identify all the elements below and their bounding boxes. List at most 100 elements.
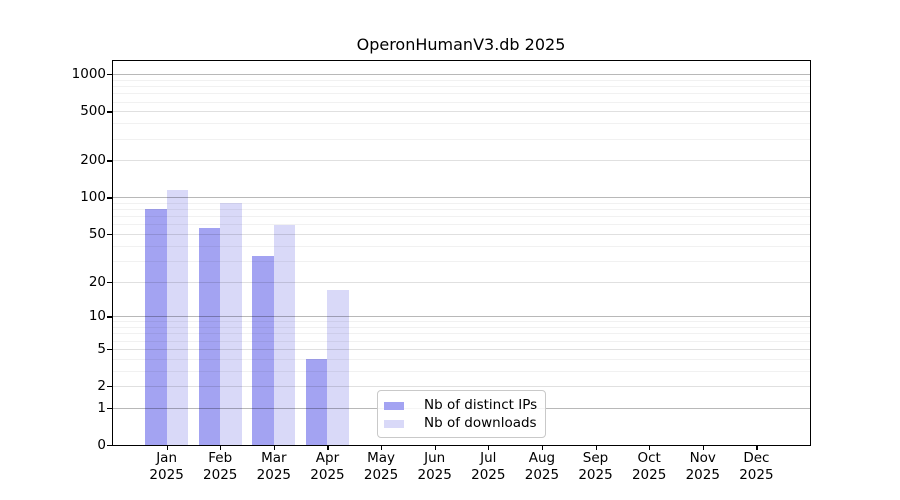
x-tick-mark-apr — [327, 446, 329, 450]
y-tick-mark-1 — [107, 407, 112, 409]
x-tick-label-oct: Oct 2025 — [619, 450, 679, 483]
x-tick-year-nov: 2025 — [685, 466, 720, 483]
x-tick-year-feb: 2025 — [203, 466, 238, 483]
x-tick-year-mar: 2025 — [256, 466, 292, 483]
legend-item-downloads: Nb of downloads — [384, 415, 537, 432]
y-tick-label-1000: 1000 — [71, 66, 106, 83]
gridline-minor-90 — [113, 202, 810, 204]
gridline-200 — [113, 160, 810, 162]
gridline-500 — [113, 111, 810, 113]
x-tick-mark-jun — [434, 446, 436, 450]
y-tick-mark-50 — [107, 233, 112, 236]
bar-ips-apr — [305, 358, 328, 445]
x-tick-label-sep: Sep 2025 — [566, 450, 626, 483]
x-tick-label-jan: Jan 2025 — [137, 450, 197, 483]
x-tick-month-jul: Jul — [480, 450, 497, 466]
x-tick-month-apr: Apr — [315, 450, 340, 466]
gridline-minor-30 — [113, 260, 810, 262]
gridline-10 — [113, 316, 810, 318]
x-tick-label-dec: Dec 2025 — [726, 450, 786, 483]
bar-ips-feb — [198, 228, 221, 445]
gridline-50 — [113, 233, 810, 235]
y-tick-label-200: 200 — [80, 152, 106, 169]
x-tick-mark-sep — [595, 446, 597, 450]
x-tick-month-feb: Feb — [208, 450, 233, 466]
x-tick-month-nov: Nov — [689, 450, 716, 466]
legend-swatch-distinct-ips — [384, 401, 404, 410]
y-tick-mark-2 — [107, 386, 112, 388]
gridline-100 — [113, 197, 810, 199]
x-tick-label-jul: Jul 2025 — [458, 450, 518, 483]
x-tick-label-may: May 2025 — [351, 450, 411, 483]
x-tick-year-jun: 2025 — [417, 466, 452, 483]
legend-item-distinct-ips: Nb of distinct IPs — [384, 397, 537, 414]
bar-downloads-mar — [273, 225, 296, 445]
gridline-minor-400 — [113, 123, 810, 125]
y-tick-label-0: 0 — [97, 437, 106, 453]
gridline-2 — [113, 386, 810, 388]
x-tick-label-mar: Mar 2025 — [244, 450, 304, 483]
gridline-minor-800 — [113, 86, 810, 88]
x-tick-mark-aug — [541, 446, 544, 450]
y-tick-label-500: 500 — [80, 103, 106, 120]
x-tick-mark-feb — [220, 446, 222, 450]
x-tick-month-aug: Aug — [528, 450, 556, 466]
x-tick-month-mar: Mar — [261, 450, 287, 466]
y-tick-label-5: 5 — [97, 340, 106, 357]
x-tick-year-apr: 2025 — [310, 466, 345, 483]
y-tick-label-50: 50 — [88, 225, 106, 242]
x-tick-year-jul: 2025 — [471, 466, 506, 483]
gridline-minor-700 — [113, 93, 810, 95]
gridline-minor-8 — [113, 327, 810, 329]
gridline-minor-60 — [113, 224, 810, 226]
x-tick-label-aug: Aug 2025 — [512, 450, 572, 483]
legend-swatch-downloads — [384, 419, 404, 428]
gridline-minor-900 — [113, 79, 810, 81]
y-tick-mark-500 — [107, 111, 112, 113]
y-tick-mark-1000 — [107, 74, 112, 76]
y-tick-label-1: 1 — [97, 399, 106, 416]
bar-downloads-apr — [327, 289, 349, 445]
legend: Nb of distinct IPs Nb of downloads — [377, 390, 546, 438]
bar-downloads-jan — [166, 189, 189, 445]
x-tick-mark-dec — [756, 446, 758, 450]
x-tick-label-feb: Feb 2025 — [190, 450, 250, 483]
x-tick-year-jan: 2025 — [149, 466, 184, 483]
x-tick-year-oct: 2025 — [631, 466, 667, 483]
bar-ips-mar — [252, 255, 274, 445]
legend-label-downloads: Nb of downloads — [424, 415, 537, 431]
x-tick-month-oct: Oct — [637, 450, 661, 466]
y-tick-label-10: 10 — [88, 308, 106, 325]
x-tick-label-apr: Apr 2025 — [297, 450, 357, 483]
gridline-minor-9 — [113, 321, 810, 323]
gridline-minor-300 — [113, 138, 810, 140]
x-tick-mark-jul — [488, 446, 490, 450]
x-tick-month-jan: Jan — [156, 450, 178, 466]
y-tick-mark-100 — [107, 197, 112, 199]
x-tick-mark-oct — [649, 446, 651, 450]
x-tick-month-may: May — [367, 450, 396, 466]
bar-ips-jan — [145, 209, 167, 445]
x-tick-mark-nov — [702, 446, 704, 450]
y-tick-label-20: 20 — [88, 273, 106, 290]
x-tick-mark-mar — [273, 446, 276, 450]
legend-label-distinct-ips: Nb of distinct IPs — [424, 397, 538, 413]
x-tick-year-aug: 2025 — [524, 466, 560, 483]
y-tick-mark-200 — [107, 160, 112, 162]
gridline-minor-70 — [113, 216, 810, 218]
gridline-20 — [113, 281, 810, 283]
gridline-minor-7 — [113, 333, 810, 335]
gridline-1000 — [113, 74, 810, 76]
y-tick-mark-5 — [107, 348, 112, 351]
x-tick-mark-may — [381, 446, 383, 450]
x-tick-label-nov: Nov 2025 — [673, 450, 733, 483]
x-tick-year-dec: 2025 — [739, 466, 774, 483]
x-tick-month-jun: Jun — [424, 450, 446, 466]
x-tick-month-sep: Sep — [582, 450, 609, 466]
y-tick-label-2: 2 — [97, 378, 106, 395]
x-tick-mark-jan — [166, 446, 168, 450]
gridline-minor-6 — [113, 340, 810, 342]
x-tick-year-sep: 2025 — [578, 466, 613, 483]
gridline-minor-3 — [113, 370, 810, 372]
